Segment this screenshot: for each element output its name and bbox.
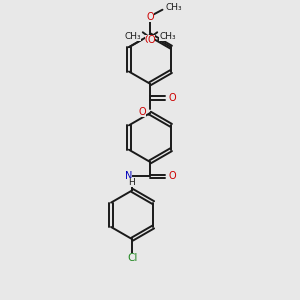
Text: O: O xyxy=(168,171,176,181)
Text: CH₃: CH₃ xyxy=(159,32,175,41)
Text: O: O xyxy=(148,35,155,45)
Text: O: O xyxy=(139,107,146,117)
Text: CH₃: CH₃ xyxy=(124,32,141,41)
Text: CH₃: CH₃ xyxy=(166,3,182,12)
Text: O: O xyxy=(146,12,154,22)
Text: O: O xyxy=(145,35,152,45)
Text: N: N xyxy=(125,171,132,181)
Text: H: H xyxy=(128,178,135,187)
Text: Cl: Cl xyxy=(127,253,137,263)
Text: O: O xyxy=(168,93,176,103)
